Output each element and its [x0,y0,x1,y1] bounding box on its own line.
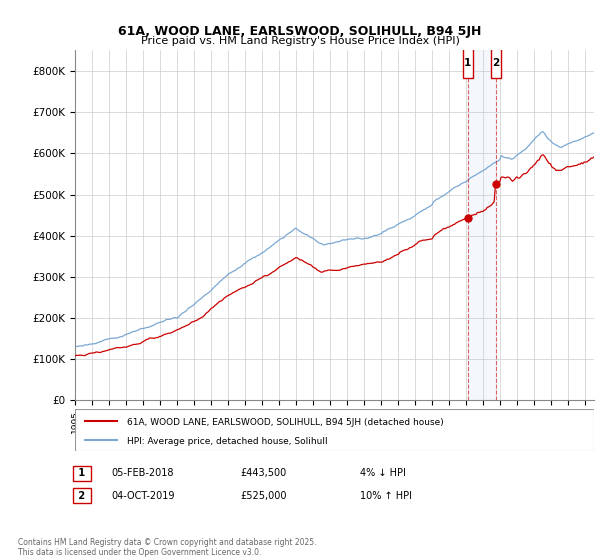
Text: £525,000: £525,000 [240,491,287,501]
FancyBboxPatch shape [491,47,501,78]
Text: 05-FEB-2018: 05-FEB-2018 [111,468,173,478]
Text: 2: 2 [493,58,500,68]
FancyBboxPatch shape [463,47,473,78]
Text: 1: 1 [464,58,472,68]
Text: Price paid vs. HM Land Registry's House Price Index (HPI): Price paid vs. HM Land Registry's House … [140,36,460,46]
Text: 10% ↑ HPI: 10% ↑ HPI [360,491,412,501]
Text: 61A, WOOD LANE, EARLSWOOD, SOLIHULL, B94 5JH: 61A, WOOD LANE, EARLSWOOD, SOLIHULL, B94… [118,25,482,38]
Text: 61A, WOOD LANE, EARLSWOOD, SOLIHULL, B94 5JH (detached house): 61A, WOOD LANE, EARLSWOOD, SOLIHULL, B94… [127,418,443,427]
Text: Contains HM Land Registry data © Crown copyright and database right 2025.
This d: Contains HM Land Registry data © Crown c… [18,538,317,557]
Text: 2: 2 [75,491,89,501]
Text: HPI: Average price, detached house, Solihull: HPI: Average price, detached house, Soli… [127,437,328,446]
Bar [468,50,496,400]
Text: 04-OCT-2019: 04-OCT-2019 [111,491,175,501]
Text: 1: 1 [75,468,89,478]
Text: 4% ↓ HPI: 4% ↓ HPI [360,468,406,478]
Text: £443,500: £443,500 [240,468,286,478]
